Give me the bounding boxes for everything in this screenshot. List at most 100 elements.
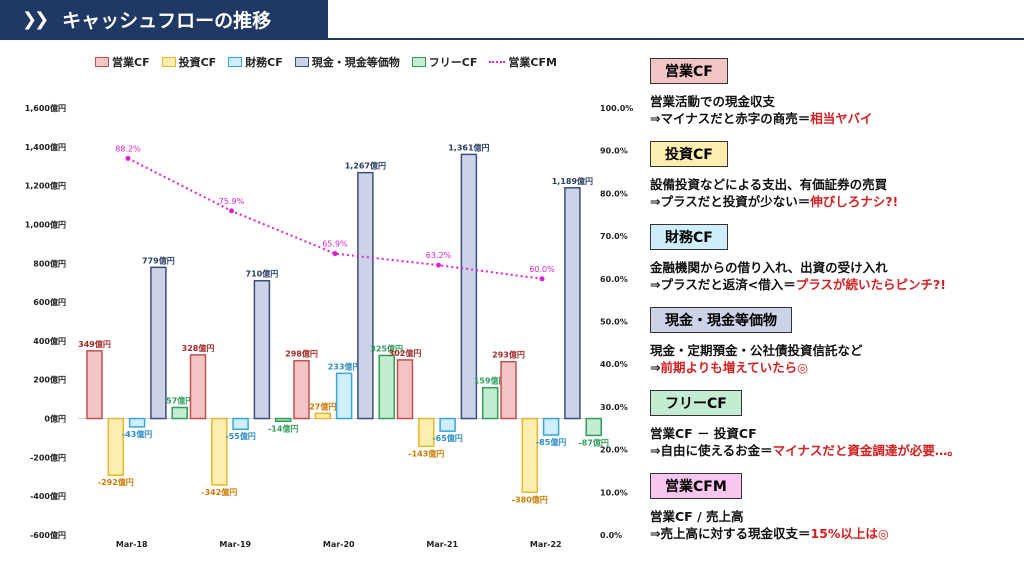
line-point xyxy=(539,276,545,282)
panel-line2: ⇒売上高に対する現金収支＝15%以上は◎ xyxy=(650,525,1020,542)
legend-label: 営業CF xyxy=(112,56,150,69)
legend-item: 投資CF xyxy=(161,54,216,70)
line-data-label: 88.2% xyxy=(115,144,141,153)
y2-tick-label: 30.0% xyxy=(600,403,628,412)
data-label: 233億円 xyxy=(328,361,361,371)
bar xyxy=(86,350,103,420)
panel-tag: 財務CF xyxy=(650,224,728,250)
y-tick-label: 600億円 xyxy=(33,297,66,307)
legend-swatch xyxy=(161,57,176,67)
x-tick-label: Mar-18 xyxy=(116,540,148,549)
legend-item: 営業CFM xyxy=(489,54,557,70)
y2-tick-label: 100.0% xyxy=(600,104,633,113)
data-label: 302億円 xyxy=(389,348,422,358)
panel-line2-emphasis: プラスが続いたらピンチ?! xyxy=(795,277,946,292)
y-tick-label: 0億円 xyxy=(44,414,66,424)
panel-line1: 営業CF － 投資CF xyxy=(650,426,757,441)
legend-swatch xyxy=(294,57,309,67)
data-label: -342億円 xyxy=(201,487,237,497)
explanation-panel: 現金・現金等価物現金・定期預金・公社債投資信託など ⇒前期よりも増えていたら◎ xyxy=(650,307,1020,376)
y-tick-label: 1,600億円 xyxy=(25,103,66,113)
panel-line2-emphasis: マイナスだと資金調達が必要…。 xyxy=(772,443,960,458)
data-label: -85億円 xyxy=(536,437,566,447)
panel-line2-prefix: ⇒売上高に対する現金収支＝ xyxy=(650,526,811,541)
title-bar: ❯❯ キャッシュフローの推移 xyxy=(0,0,328,38)
data-label: -65億円 xyxy=(432,433,462,443)
bar xyxy=(542,417,560,436)
y2-tick-label: 80.0% xyxy=(600,189,628,198)
panel-line2: ⇒プラスだと投資が少ない＝伸びしろナシ?! xyxy=(650,193,1020,210)
panel-line2: ⇒自由に使えるお金＝マイナスだと資金調達が必要…。 xyxy=(650,442,1020,459)
y-tick-label: 1,200億円 xyxy=(25,181,66,191)
panel-description: 設備投資などによる支出、有価証券の売買 ⇒プラスだと投資が少ない＝伸びしろナシ?! xyxy=(650,176,1020,210)
panel-tag: 営業CF xyxy=(650,58,728,84)
x-tick-label: Mar-19 xyxy=(219,540,251,549)
bar xyxy=(314,412,332,420)
line-point xyxy=(125,155,131,161)
x-tick-label: Mar-21 xyxy=(426,540,458,549)
line-point xyxy=(229,208,234,214)
panel-tag: 現金・現金等価物 xyxy=(650,307,792,333)
panel-line2-emphasis: 伸びしろナシ?! xyxy=(810,194,899,209)
y-tick-label: 800億円 xyxy=(33,258,66,268)
bar xyxy=(396,359,414,420)
panel-line2: ⇒マイナスだと赤字の商売＝相当ヤバイ xyxy=(650,110,1020,127)
panel-line2-emphasis: 前期よりも増えていたら◎ xyxy=(660,360,809,375)
data-label: 1,189億円 xyxy=(552,176,593,186)
explanation-panel: 投資CF 設備投資などによる支出、有価証券の売買 ⇒プラスだと投資が少ない＝伸びしろ… xyxy=(650,141,1020,210)
panel-line2-emphasis: 15%以上は◎ xyxy=(810,526,889,541)
legend-swatch xyxy=(95,57,109,67)
legend-label: 現金・現金等価物 xyxy=(311,56,400,69)
line-data-label: 63.2% xyxy=(426,251,452,260)
chart-legend: 営業CF 投資CF 財務CF 現金・現金等価物 フリーCF 営業CFM xyxy=(95,54,557,70)
y2-tick-label: 20.0% xyxy=(600,446,628,455)
data-label: 1,267億円 xyxy=(345,161,386,171)
bar xyxy=(439,417,456,432)
y-tick-label: 1,000億円 xyxy=(25,219,66,229)
panel-description: 営業CF － 投資CF ⇒自由に使えるお金＝マイナスだと資金調達が必要…。 xyxy=(650,425,1020,459)
panel-line2-prefix: ⇒マイナスだと赤字の商売＝ xyxy=(650,111,811,126)
line-data-label: 60.0% xyxy=(529,265,555,274)
data-label: 57億円 xyxy=(166,395,193,405)
explanation-panel: 営業CF 営業活動での現金収支 ⇒マイナスだと赤字の商売＝相当ヤバイ xyxy=(650,58,1020,127)
data-label: -14億円 xyxy=(268,423,298,433)
bar xyxy=(418,417,435,448)
legend-label: 営業CFM xyxy=(508,56,557,69)
bar xyxy=(253,279,271,420)
y2-tick-label: 40.0% xyxy=(600,360,628,369)
line-data-label: 75.9% xyxy=(219,197,245,206)
panel-tag: フリーCF xyxy=(650,390,742,416)
bar xyxy=(128,417,146,428)
explanation-panel: フリーCF 営業CF － 投資CF ⇒自由に使えるお金＝マイナスだと資金調達が必要…… xyxy=(650,390,1020,459)
legend-line-swatch xyxy=(489,61,506,63)
data-label: -380億円 xyxy=(512,494,548,504)
bar xyxy=(211,417,228,486)
bar xyxy=(293,359,310,420)
page-title: キャッシュフローの推移 xyxy=(62,9,272,32)
x-tick-label: Mar-22 xyxy=(530,540,562,549)
bar xyxy=(481,386,499,420)
panel-description: 現金・定期預金・公社債投資信託など ⇒前期よりも増えていたら◎ xyxy=(650,342,1020,376)
panel-description: 営業活動での現金収支 ⇒マイナスだと赤字の商売＝相当ヤバイ xyxy=(650,93,1020,127)
legend-item: 現金・現金等価物 xyxy=(294,54,400,70)
y2-tick-label: 70.0% xyxy=(600,232,628,241)
y2-tick-label: 0.0% xyxy=(600,531,622,540)
title-rule xyxy=(0,38,1024,40)
line-point xyxy=(436,262,441,268)
bar xyxy=(564,187,581,420)
panel-line1: 金融機関からの借り入れ、出資の受け入れ xyxy=(650,260,888,275)
y2-tick-label: 60.0% xyxy=(600,275,628,284)
panel-line2-prefix: ⇒自由に使えるお金＝ xyxy=(650,443,773,458)
cashflow-chart: -600億円 -400億円 -200億円 0億円 200億円 400億円 600億円 800億… xyxy=(25,103,634,549)
bar xyxy=(460,153,478,420)
data-label: 325億円 xyxy=(370,343,403,353)
panel-line2-emphasis: 相当ヤバイ xyxy=(810,111,873,126)
x-tick-label: Mar-20 xyxy=(323,540,355,549)
legend-item: 財務CF xyxy=(228,54,283,70)
data-label: 349億円 xyxy=(78,339,111,349)
y-tick-label: 1,400億円 xyxy=(25,142,66,152)
legend-label: フリーCF xyxy=(428,56,478,69)
y2-tick-label: 50.0% xyxy=(600,318,628,327)
panel-tag: 投資CF xyxy=(650,141,728,167)
panel-line2-prefix: ⇒プラスだと投資が少ない＝ xyxy=(650,194,811,209)
